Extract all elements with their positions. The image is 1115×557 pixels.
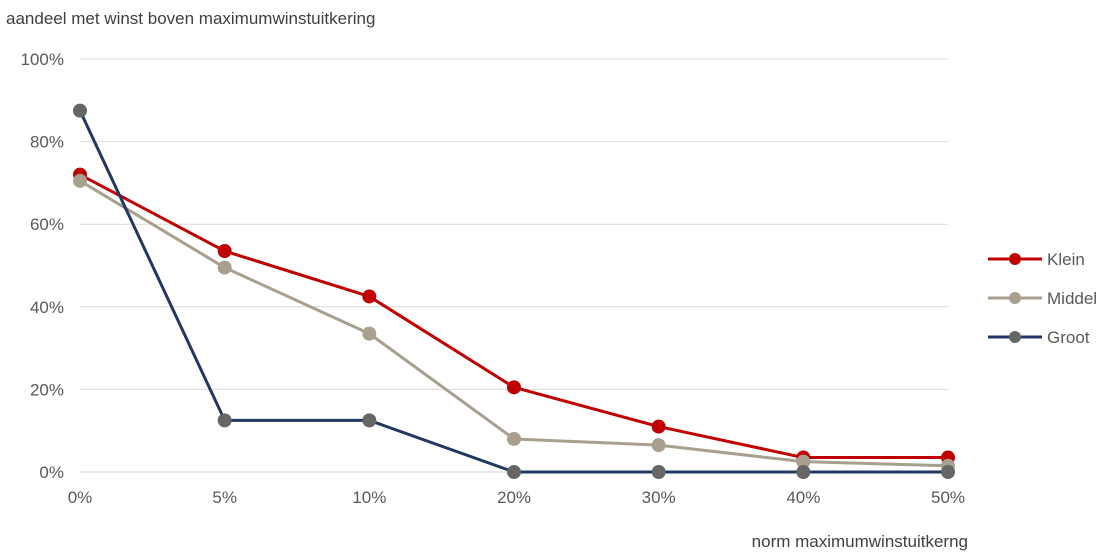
data-point-groot — [507, 465, 521, 479]
data-point-groot — [941, 465, 955, 479]
data-point-klein — [217, 244, 232, 259]
legend-marker-groot — [1009, 331, 1021, 343]
y-tick-label: 40% — [30, 298, 64, 317]
legend-label-groot: Groot — [1047, 328, 1090, 347]
data-point-middel — [651, 438, 666, 453]
legend-label-middel: Middel — [1047, 289, 1097, 308]
legend: Klein Middel Groot — [988, 250, 1097, 347]
x-tick-labels: 0% 5% 10% 20% 30% 40% 50% — [68, 488, 965, 507]
data-point-middel — [507, 431, 521, 446]
y-axis-title: aandeel met winst boven maximumwinstuitk… — [6, 9, 375, 28]
data-point-groot — [362, 413, 377, 428]
gridlines — [80, 58, 948, 473]
data-point-groot — [796, 465, 811, 479]
x-axis-title: norm maximumwinstuitkerng — [752, 532, 968, 551]
series-group — [73, 103, 955, 479]
series-line-groot — [78, 109, 948, 474]
x-tick-label: 10% — [352, 488, 386, 507]
data-point-middel — [73, 173, 87, 188]
data-point-middel — [362, 326, 377, 341]
x-tick-label: 20% — [497, 488, 531, 507]
y-tick-label: 0% — [39, 463, 64, 482]
y-tick-labels: 0% 20% 40% 60% 80% 100% — [21, 50, 64, 482]
series-line-middel — [79, 179, 949, 468]
data-point-klein — [651, 419, 666, 434]
x-tick-label: 30% — [642, 488, 676, 507]
series-line-klein — [79, 173, 948, 460]
data-point-klein — [362, 289, 377, 304]
x-tick-label: 5% — [212, 488, 237, 507]
data-point-groot — [73, 103, 87, 118]
y-tick-label: 20% — [30, 380, 64, 399]
legend-label-klein: Klein — [1047, 250, 1085, 269]
x-tick-label: 0% — [68, 488, 93, 507]
y-tick-label: 80% — [30, 133, 64, 152]
y-tick-label: 60% — [30, 215, 64, 234]
x-tick-label: 40% — [786, 488, 820, 507]
legend-marker-middel — [1009, 292, 1021, 304]
data-point-groot — [651, 465, 666, 479]
y-tick-label: 100% — [21, 50, 64, 69]
data-point-middel — [796, 454, 811, 469]
x-tick-label: 50% — [931, 488, 965, 507]
data-point-klein — [507, 380, 521, 395]
legend-marker-klein — [1009, 253, 1021, 265]
data-point-groot — [217, 413, 232, 428]
data-point-middel — [217, 260, 232, 275]
